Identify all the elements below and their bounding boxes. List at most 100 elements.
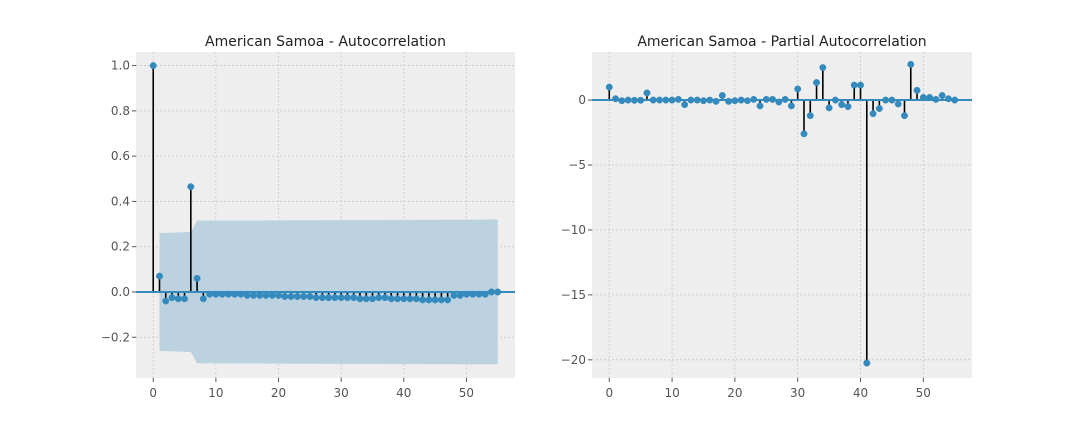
- pacf-point-lag-34: [819, 64, 827, 72]
- acf-point-lag-7: [193, 274, 201, 282]
- acf-point-lag-16: [250, 291, 257, 299]
- pacf-point-lag-24: [756, 102, 764, 110]
- pacf-xtick-label: 10: [664, 386, 679, 400]
- pacf-point-lag-17: [712, 97, 720, 105]
- pacf-point-lag-40: [857, 81, 864, 89]
- acf-point-lag-20: [275, 291, 282, 299]
- pacf-point-lag-42: [869, 110, 877, 118]
- acf-xtick-label: 0: [149, 386, 157, 400]
- acf-point-lag-15: [243, 291, 251, 299]
- acf-ytick-label: 0.6: [111, 149, 130, 163]
- acf-point-lag-5: [181, 295, 188, 303]
- acf-point-lag-46: [437, 296, 445, 304]
- pacf-xtick-label: 20: [727, 386, 742, 400]
- acf-points: [149, 62, 502, 305]
- pacf-point-lag-33: [813, 79, 820, 86]
- acf-point-lag-10: [212, 290, 220, 298]
- pacf-point-lag-38: [844, 103, 852, 110]
- acf-point-lag-43: [419, 296, 427, 304]
- acf-point-lag-29: [331, 294, 339, 302]
- acf-point-lag-24: [300, 293, 308, 300]
- acf-point-lag-1: [156, 272, 163, 280]
- pacf-point-lag-0: [605, 83, 613, 91]
- acf-point-lag-28: [325, 294, 333, 302]
- pacf-point-lag-32: [806, 112, 814, 120]
- acf-xtick-label: 50: [459, 386, 474, 400]
- acf-point-lag-17: [256, 291, 264, 299]
- acf-point-lag-35: [369, 295, 376, 303]
- pacf-point-lag-36: [831, 96, 839, 104]
- pacf-point-lag-43: [875, 105, 883, 112]
- acf-ytick-label: −0.2: [101, 330, 130, 344]
- pacf-y-ticks: 0 −5 −10 −15 −20: [561, 93, 592, 367]
- acf-point-lag-32: [350, 294, 358, 302]
- pacf-point-lag-45: [888, 96, 896, 104]
- pacf-point-lag-6: [643, 89, 651, 97]
- acf-point-lag-45: [431, 296, 439, 304]
- acf-point-lag-49: [456, 291, 464, 299]
- acf-point-lag-52: [475, 290, 483, 298]
- acf-point-lag-33: [356, 295, 364, 303]
- acf-point-lag-54: [488, 288, 495, 296]
- pacf-xtick-label: 50: [916, 386, 931, 400]
- pacf-point-lag-14: [693, 96, 701, 104]
- acf-point-lag-12: [224, 290, 232, 298]
- acf-point-lag-31: [343, 294, 351, 302]
- pacf-point-lag-9: [662, 96, 670, 104]
- pacf-point-lag-37: [838, 101, 846, 109]
- pacf-point-lag-3: [624, 96, 632, 104]
- acf-point-lag-13: [231, 290, 239, 298]
- acf-xtick-label: 30: [334, 386, 349, 400]
- acf-xtick-label: 20: [271, 386, 286, 400]
- acf-point-lag-25: [306, 293, 314, 300]
- pacf-point-lag-51: [926, 94, 934, 101]
- pacf-xtick-label: 40: [853, 386, 868, 400]
- pacf-point-lag-54: [944, 95, 952, 103]
- pacf-point-lag-5: [637, 96, 645, 104]
- acf-point-lag-3: [168, 294, 176, 302]
- pacf-point-lag-49: [913, 86, 921, 94]
- acf-ytick-label: 0.0: [111, 285, 130, 299]
- pacf-point-lag-12: [681, 101, 689, 109]
- pacf-point-lag-20: [731, 97, 739, 105]
- pacf-point-lag-41: [863, 359, 871, 367]
- pacf-point-lag-4: [630, 96, 638, 104]
- pacf-point-lag-16: [706, 96, 714, 104]
- acf-title: American Samoa - Autocorrelation: [205, 34, 446, 50]
- pacf-point-lag-52: [932, 95, 940, 103]
- pacf-point-lag-46: [894, 100, 902, 108]
- pacf-xtick-label: 30: [790, 386, 805, 400]
- pacf-panel: American Samoa - Partial Autocorrelation…: [561, 34, 972, 400]
- pacf-point-lag-23: [750, 95, 758, 103]
- pacf-point-lag-11: [674, 95, 682, 103]
- acf-point-lag-50: [463, 290, 470, 298]
- pacf-point-lag-27: [775, 98, 783, 106]
- acf-ytick-label: 0.4: [111, 194, 130, 208]
- acf-point-lag-40: [400, 295, 408, 303]
- acf-point-lag-37: [381, 294, 389, 302]
- pacf-ytick-label: 0: [578, 93, 586, 107]
- pacf-point-lag-29: [787, 102, 795, 110]
- acf-ytick-label: 0.8: [111, 104, 130, 118]
- pacf-point-lag-7: [649, 96, 657, 104]
- acf-point-lag-26: [312, 294, 320, 302]
- acf-point-lag-41: [406, 295, 414, 303]
- acf-point-lag-36: [375, 294, 383, 302]
- pacf-point-lag-35: [825, 104, 833, 112]
- pacf-point-lag-26: [769, 95, 777, 103]
- pacf-ytick-label: −5: [568, 158, 586, 172]
- pacf-point-lag-25: [762, 95, 770, 103]
- acf-point-lag-47: [444, 296, 452, 304]
- pacf-point-lag-50: [919, 94, 927, 101]
- acf-ytick-label: 1.0: [111, 59, 130, 73]
- acf-point-lag-48: [450, 291, 458, 299]
- acf-point-lag-34: [362, 295, 370, 303]
- pacf-point-lag-31: [800, 130, 808, 138]
- acf-point-lag-53: [481, 290, 489, 298]
- pacf-point-lag-18: [718, 92, 726, 99]
- pacf-point-lag-21: [737, 96, 745, 104]
- acf-point-lag-0: [149, 62, 157, 70]
- acf-point-lag-9: [206, 290, 214, 298]
- pacf-point-lag-13: [687, 96, 695, 104]
